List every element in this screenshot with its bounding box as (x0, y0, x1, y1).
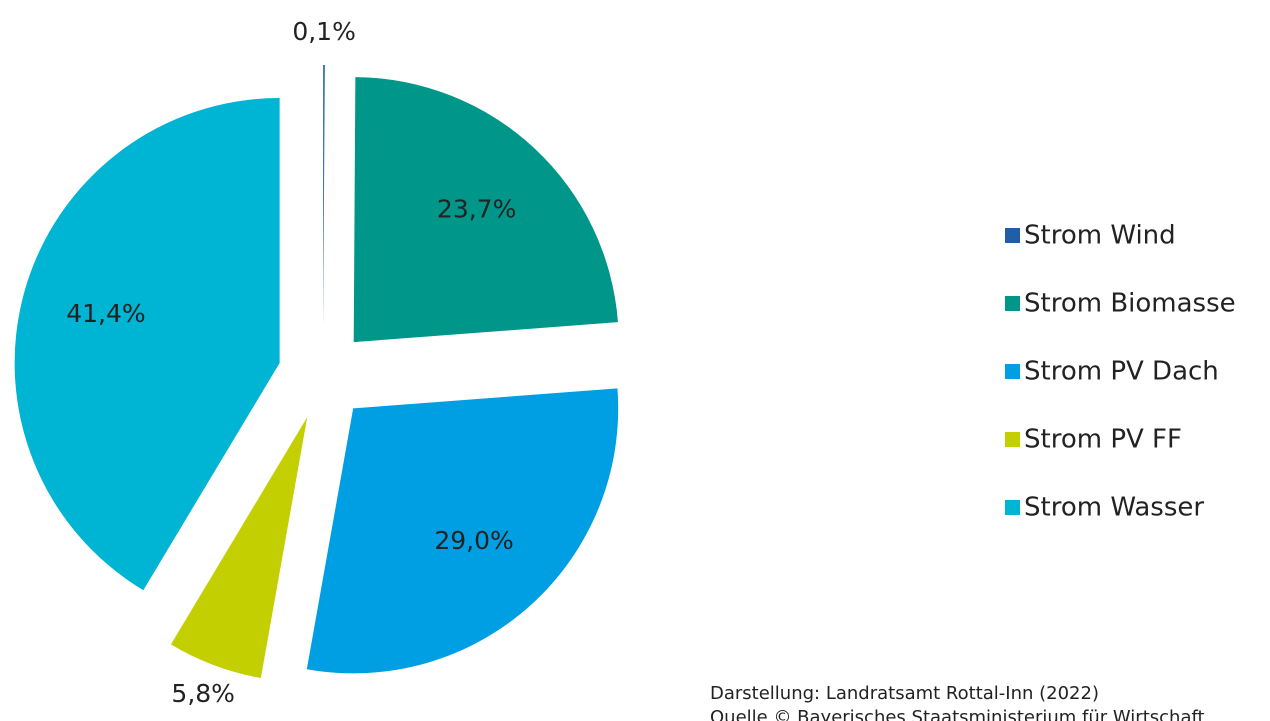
legend-label: Strom Biomasse (1024, 289, 1236, 319)
legend-swatch (1005, 364, 1020, 379)
data-label: 0,1% (292, 17, 356, 46)
legend-swatch (1005, 500, 1020, 515)
pie-slice (306, 388, 619, 674)
legend-label: Strom Wasser (1024, 493, 1204, 523)
legend-swatch (1005, 432, 1020, 447)
legend-swatch (1005, 228, 1020, 243)
pie-slice (14, 97, 280, 591)
credit: Darstellung: Landratsamt Rottal-Inn (202… (710, 683, 1099, 704)
legend-label: Strom PV FF (1024, 425, 1182, 455)
legend-label: Strom Wind (1024, 221, 1176, 251)
data-label: 41,4% (66, 299, 145, 328)
pie-slice (170, 417, 308, 679)
data-label: 23,7% (437, 194, 516, 223)
pie-slice (353, 77, 618, 343)
pie-slice (323, 65, 325, 331)
data-label: 29,0% (434, 526, 513, 555)
legend-swatch (1005, 296, 1020, 311)
legend-label: Strom PV Dach (1024, 357, 1219, 387)
source: Quelle © Bayerisches Staatsministerium f… (710, 707, 1205, 721)
data-label: 5,8% (171, 679, 235, 708)
